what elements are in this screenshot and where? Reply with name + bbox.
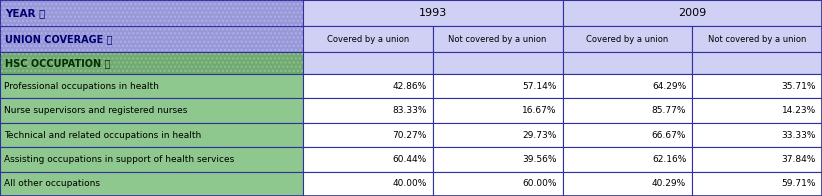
Bar bbox=[562, 123, 692, 147]
Text: Covered by a union: Covered by a union bbox=[327, 34, 409, 44]
Bar bbox=[303, 0, 562, 26]
Text: 16.67%: 16.67% bbox=[522, 106, 556, 115]
Text: 60.44%: 60.44% bbox=[392, 155, 427, 164]
Bar bbox=[692, 172, 822, 196]
Bar bbox=[432, 147, 562, 172]
Text: HSC OCCUPATION ⓘ: HSC OCCUPATION ⓘ bbox=[5, 58, 110, 68]
Bar bbox=[0, 26, 303, 52]
Bar bbox=[303, 26, 432, 52]
Text: 60.00%: 60.00% bbox=[522, 179, 556, 188]
Bar bbox=[0, 26, 303, 52]
Bar bbox=[692, 123, 822, 147]
Text: Assisting occupations in support of health services: Assisting occupations in support of heal… bbox=[4, 155, 234, 164]
Text: 40.00%: 40.00% bbox=[392, 179, 427, 188]
Text: 35.71%: 35.71% bbox=[782, 82, 816, 91]
Bar bbox=[692, 98, 822, 123]
Bar bbox=[692, 26, 822, 52]
Bar bbox=[692, 52, 822, 74]
Bar bbox=[0, 52, 303, 74]
Bar bbox=[562, 172, 692, 196]
Bar bbox=[432, 98, 562, 123]
Bar bbox=[432, 52, 562, 74]
Text: 14.23%: 14.23% bbox=[782, 106, 816, 115]
Bar bbox=[432, 74, 562, 98]
Text: 57.14%: 57.14% bbox=[522, 82, 556, 91]
Text: 39.56%: 39.56% bbox=[522, 155, 556, 164]
Text: 40.29%: 40.29% bbox=[652, 179, 686, 188]
Text: 33.33%: 33.33% bbox=[782, 131, 816, 140]
Text: All other occupations: All other occupations bbox=[4, 179, 100, 188]
Text: Technical and related occupations in health: Technical and related occupations in hea… bbox=[4, 131, 201, 140]
Bar bbox=[303, 147, 432, 172]
Bar bbox=[303, 98, 432, 123]
Bar bbox=[0, 147, 303, 172]
Bar bbox=[0, 172, 303, 196]
Bar bbox=[432, 26, 562, 52]
Bar bbox=[562, 147, 692, 172]
Text: 70.27%: 70.27% bbox=[392, 131, 427, 140]
Text: Professional occupations in health: Professional occupations in health bbox=[4, 82, 159, 91]
Text: UNION COVERAGE ⓘ: UNION COVERAGE ⓘ bbox=[5, 34, 113, 44]
Text: 37.84%: 37.84% bbox=[782, 155, 816, 164]
Bar bbox=[303, 123, 432, 147]
Bar bbox=[0, 0, 303, 26]
Bar bbox=[303, 172, 432, 196]
Text: Not covered by a union: Not covered by a union bbox=[449, 34, 547, 44]
Bar bbox=[692, 74, 822, 98]
Text: 42.86%: 42.86% bbox=[392, 82, 427, 91]
Text: 59.71%: 59.71% bbox=[782, 179, 816, 188]
Text: Covered by a union: Covered by a union bbox=[586, 34, 668, 44]
Text: 2009: 2009 bbox=[678, 8, 706, 18]
Text: 29.73%: 29.73% bbox=[522, 131, 556, 140]
Text: 64.29%: 64.29% bbox=[652, 82, 686, 91]
Bar bbox=[0, 74, 303, 98]
Bar bbox=[0, 98, 303, 123]
Text: 66.67%: 66.67% bbox=[652, 131, 686, 140]
Text: Nurse supervisors and registered nurses: Nurse supervisors and registered nurses bbox=[4, 106, 187, 115]
Bar bbox=[692, 147, 822, 172]
Text: Not covered by a union: Not covered by a union bbox=[708, 34, 806, 44]
Text: 83.33%: 83.33% bbox=[392, 106, 427, 115]
Bar bbox=[0, 52, 303, 74]
Bar bbox=[303, 52, 432, 74]
Bar bbox=[0, 0, 303, 26]
Text: 1993: 1993 bbox=[418, 8, 447, 18]
Text: YEAR ⓘ: YEAR ⓘ bbox=[5, 8, 45, 18]
Bar bbox=[432, 172, 562, 196]
Bar bbox=[562, 98, 692, 123]
Bar bbox=[562, 26, 692, 52]
Bar bbox=[562, 52, 692, 74]
Bar bbox=[0, 123, 303, 147]
Bar bbox=[303, 74, 432, 98]
Text: 62.16%: 62.16% bbox=[652, 155, 686, 164]
Bar bbox=[562, 74, 692, 98]
Text: 85.77%: 85.77% bbox=[652, 106, 686, 115]
Bar bbox=[562, 0, 822, 26]
Bar bbox=[432, 123, 562, 147]
